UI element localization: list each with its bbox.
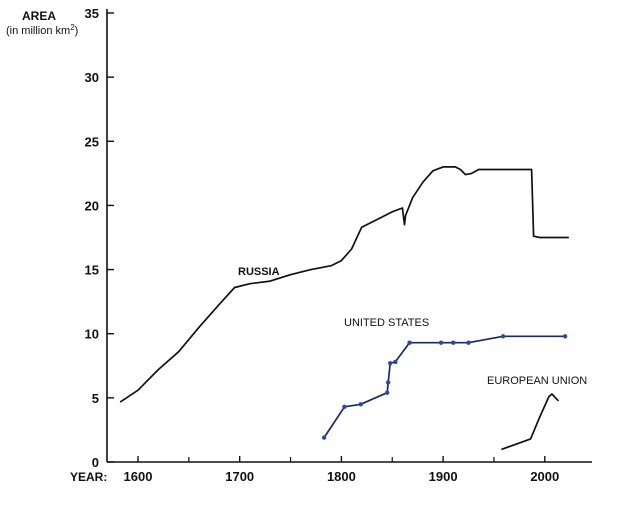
y-axis-unit-close: ) xyxy=(75,25,79,37)
x-tick-label: 1700 xyxy=(225,469,254,484)
data-point-united-states xyxy=(321,435,327,440)
y-tick-label: 15 xyxy=(85,263,99,278)
x-tick-label: 1600 xyxy=(124,469,153,484)
data-point-united-states xyxy=(438,340,444,345)
y-axis-unit-text: (in million km xyxy=(6,25,70,37)
y-tick-label: 20 xyxy=(85,198,99,213)
y-tick-label: 35 xyxy=(85,6,99,21)
data-point-united-states xyxy=(385,380,391,385)
data-point-united-states xyxy=(342,404,347,410)
x-tick-label: 1900 xyxy=(429,469,458,484)
data-point-united-states xyxy=(384,390,390,395)
data-point-united-states xyxy=(500,334,506,339)
data-point-united-states xyxy=(451,340,456,345)
data-point-united-states xyxy=(466,340,471,345)
y-axis-unit-superscript: 2 xyxy=(70,23,75,32)
data-point-united-states xyxy=(388,361,393,366)
series-label-russia: RUSSIA xyxy=(238,266,280,278)
y-axis-unit: (in million km2) xyxy=(6,23,78,37)
y-tick-label: 10 xyxy=(85,327,99,342)
data-point-united-states xyxy=(393,359,398,365)
labels: AREA (in million km2) YEAR: RUSSIA UNITED… xyxy=(6,9,587,484)
series-line-european-union xyxy=(501,393,559,451)
x-axis-title: YEAR: xyxy=(70,470,107,484)
axes: 0 5 10 15 20 25 30 35 1600 1700 1800 1900 2000 xyxy=(85,6,592,484)
y-tick-label: 25 xyxy=(85,134,99,149)
series-line-russia xyxy=(119,166,570,403)
series-label-european-union: EUROPEAN UNION xyxy=(487,375,587,387)
y-tick-label: 0 xyxy=(92,455,99,470)
y-axis-title: AREA xyxy=(22,9,56,23)
series-lines xyxy=(119,166,570,451)
y-tick-label: 30 xyxy=(85,70,99,85)
data-point-united-states xyxy=(407,340,412,345)
x-tick-label: 2000 xyxy=(530,469,559,484)
data-point-united-states xyxy=(358,402,363,407)
data-point-united-states xyxy=(562,334,568,339)
y-tick-label: 5 xyxy=(92,391,99,406)
series-label-united-states: UNITED STATES xyxy=(344,317,429,329)
x-tick-label: 1800 xyxy=(327,469,356,484)
